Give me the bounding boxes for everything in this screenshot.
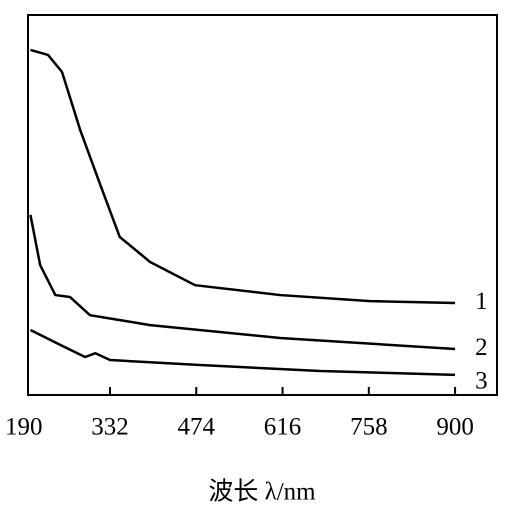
x-tick-label: 190 <box>5 414 43 441</box>
legend-label: 2 <box>475 334 488 361</box>
legend-label: 1 <box>475 288 488 315</box>
line <box>30 48 456 305</box>
line <box>29 328 456 377</box>
x-axis-label: 波长 λ/nm <box>208 478 316 506</box>
legend-label: 3 <box>475 368 488 395</box>
line <box>29 214 456 351</box>
x-tick-label: 900 <box>436 414 474 441</box>
x-tick-label: 474 <box>178 414 216 441</box>
plot-frame <box>27 14 498 396</box>
x-tick-label: 758 <box>350 414 388 441</box>
x-tick-label: 616 <box>264 414 302 441</box>
x-tick-label: 332 <box>91 414 129 441</box>
